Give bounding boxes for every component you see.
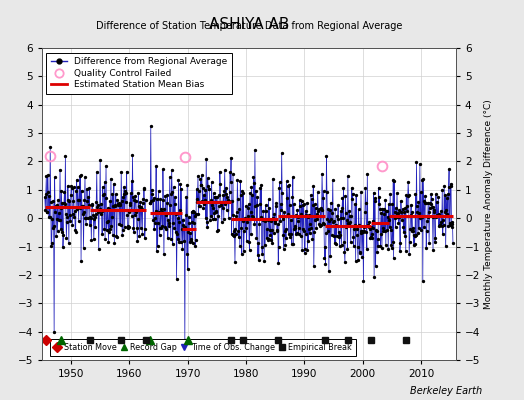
Text: Difference of Station Temperature Data from Regional Average: Difference of Station Temperature Data f… (96, 21, 402, 31)
Legend: Station Move, Record Gap, Time of Obs. Change, Empirical Break: Station Move, Record Gap, Time of Obs. C… (50, 339, 356, 356)
Y-axis label: Monthly Temperature Anomaly Difference (°C): Monthly Temperature Anomaly Difference (… (485, 99, 494, 309)
Text: Berkeley Earth: Berkeley Earth (410, 386, 482, 396)
Title: ASHIYA AB: ASHIYA AB (209, 16, 289, 32)
